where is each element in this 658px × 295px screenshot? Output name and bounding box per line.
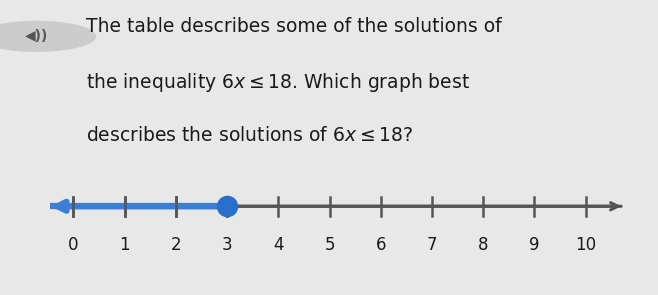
Text: 3: 3 <box>222 235 232 253</box>
Text: the inequality $6x \leq 18$. Which graph best: the inequality $6x \leq 18$. Which graph… <box>86 71 470 94</box>
Text: ◀)): ◀)) <box>24 29 48 43</box>
Text: 10: 10 <box>575 235 596 253</box>
Text: 2: 2 <box>170 235 181 253</box>
Text: 1: 1 <box>119 235 130 253</box>
Text: 9: 9 <box>529 235 540 253</box>
Text: 7: 7 <box>426 235 437 253</box>
Circle shape <box>0 22 95 51</box>
Text: The table describes some of the solutions of: The table describes some of the solution… <box>86 17 501 35</box>
Text: 8: 8 <box>478 235 488 253</box>
Text: describes the solutions of $6x \leq 18$?: describes the solutions of $6x \leq 18$? <box>86 126 413 145</box>
Text: 0: 0 <box>68 235 79 253</box>
Text: 6: 6 <box>376 235 386 253</box>
Text: 5: 5 <box>324 235 335 253</box>
Text: 4: 4 <box>273 235 284 253</box>
